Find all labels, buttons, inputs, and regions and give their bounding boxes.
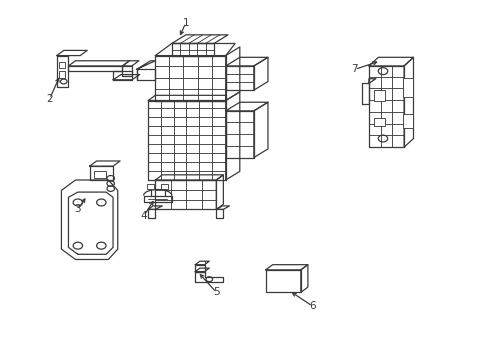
Text: 1: 1 [182,18,189,28]
Bar [402,114,413,128]
Text: 6: 6 [308,301,315,311]
Bar [402,78,413,97]
Bar [59,63,65,68]
Bar [373,90,385,100]
Bar [147,184,154,189]
Text: 2: 2 [46,94,53,104]
Bar [94,171,106,178]
Bar [59,71,65,78]
Bar [161,184,168,189]
Bar [265,270,300,292]
Bar [373,118,385,126]
Text: 4: 4 [140,211,146,221]
Text: 7: 7 [351,64,357,75]
Text: 3: 3 [74,204,81,214]
Text: 5: 5 [213,287,219,297]
